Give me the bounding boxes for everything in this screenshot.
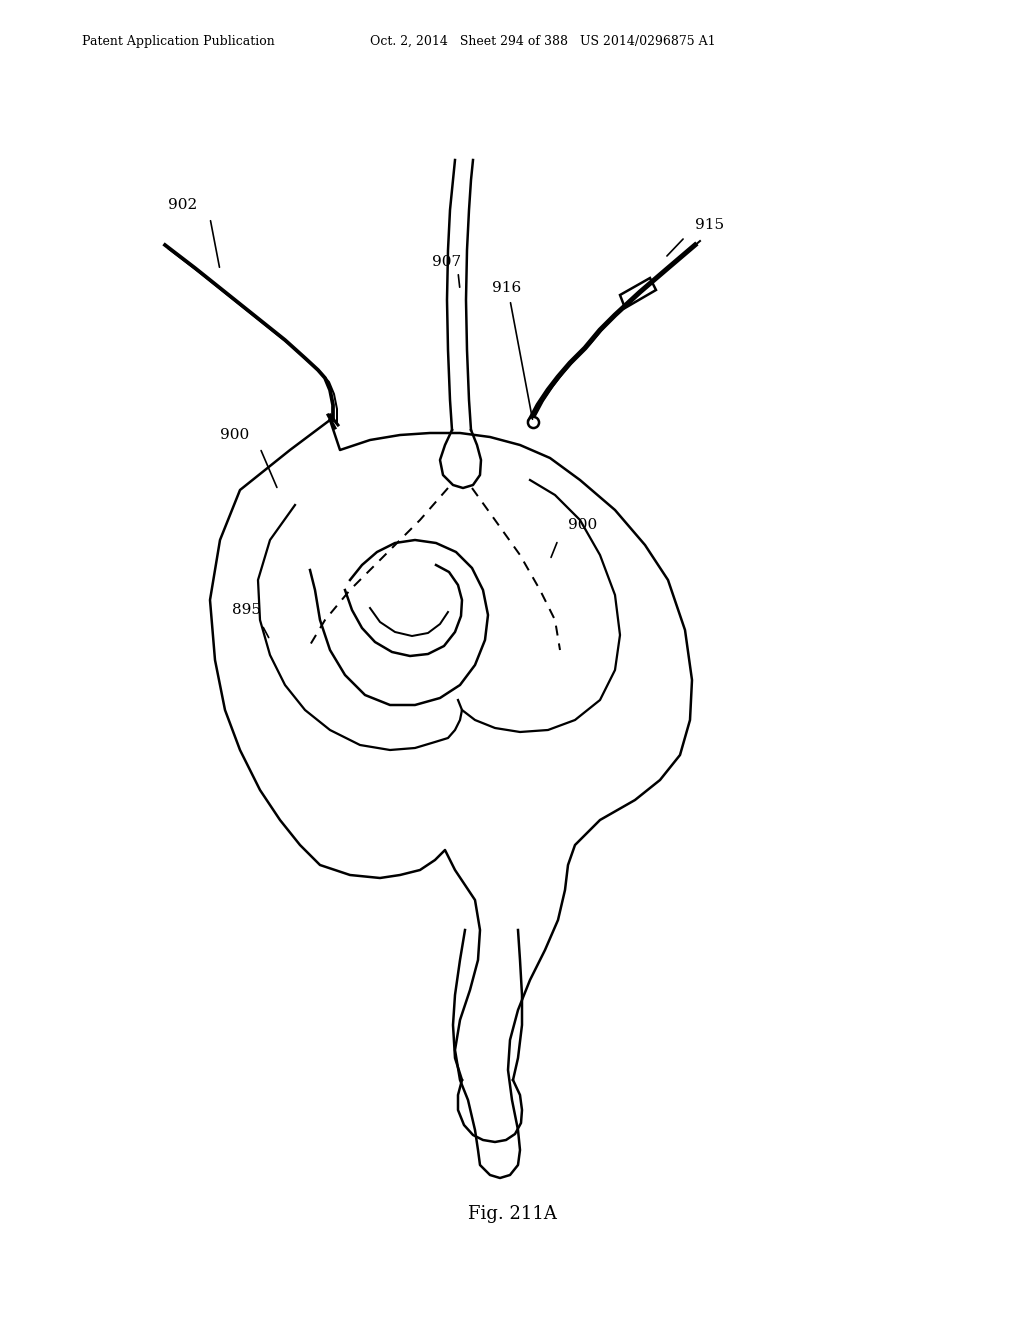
Text: 895: 895 — [232, 603, 261, 616]
Text: Fig. 211A: Fig. 211A — [468, 1205, 556, 1224]
Text: 900: 900 — [568, 517, 597, 532]
Text: Patent Application Publication: Patent Application Publication — [82, 36, 274, 48]
Text: 902: 902 — [168, 198, 198, 213]
Text: 916: 916 — [492, 281, 521, 294]
Text: 907: 907 — [432, 255, 461, 269]
Polygon shape — [620, 279, 656, 308]
Text: 915: 915 — [695, 218, 724, 232]
Text: 900: 900 — [220, 428, 249, 442]
Text: Oct. 2, 2014   Sheet 294 of 388   US 2014/0296875 A1: Oct. 2, 2014 Sheet 294 of 388 US 2014/02… — [370, 36, 716, 48]
